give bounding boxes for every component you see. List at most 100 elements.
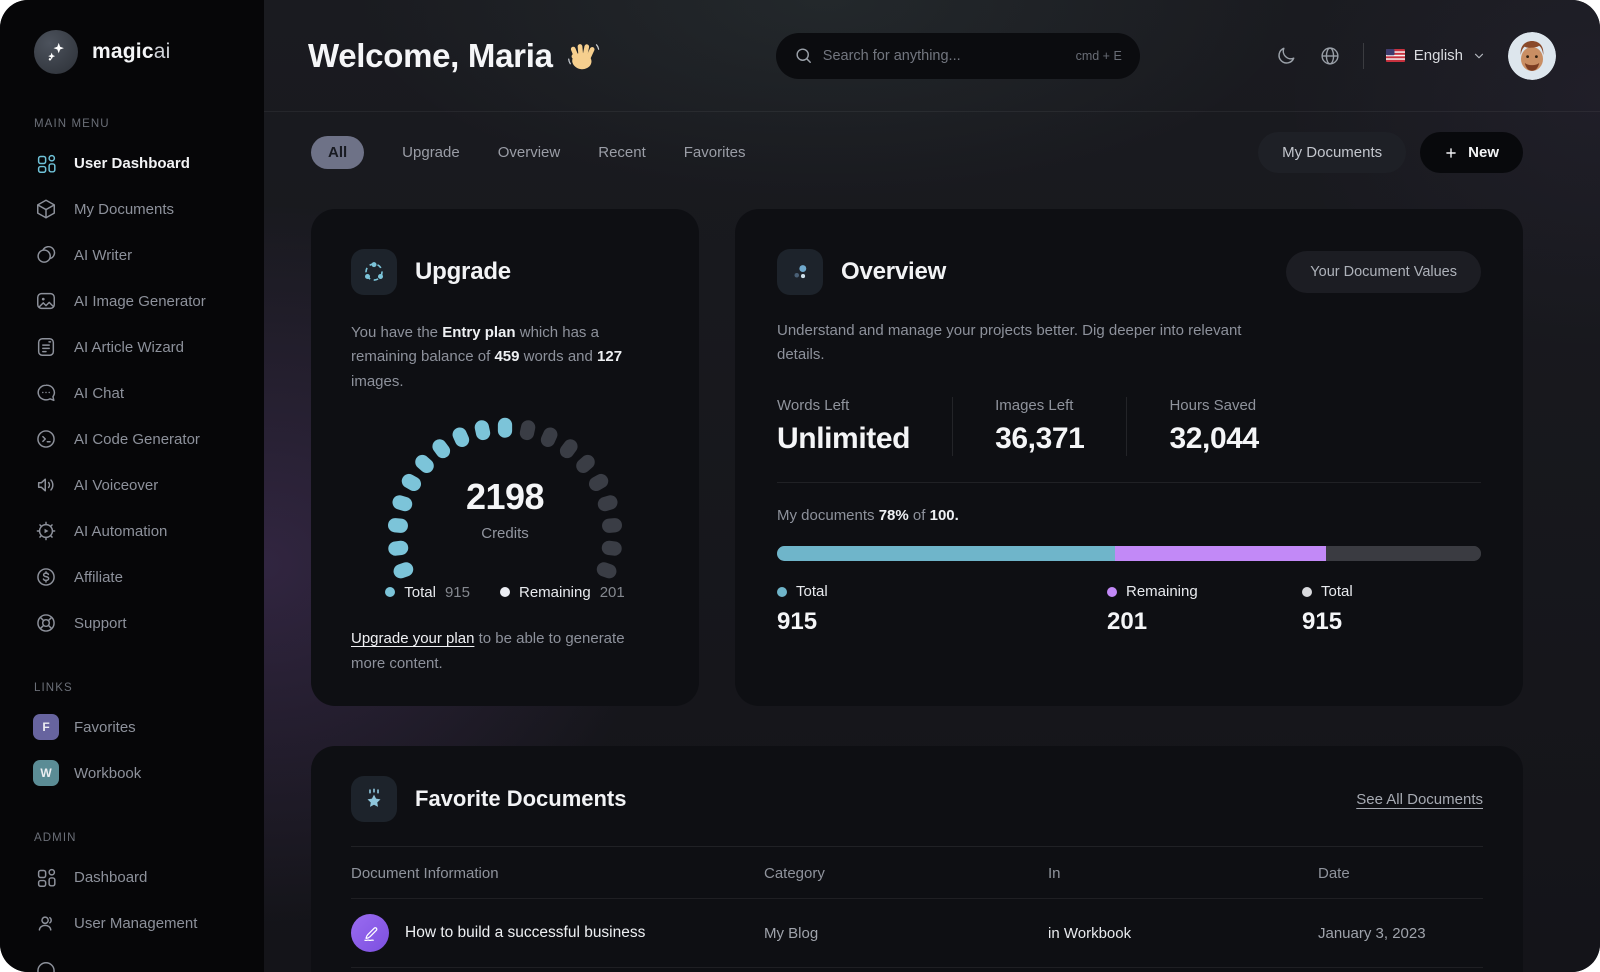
sidebar-item-ai-article-wizard[interactable]: AI Article Wizard (34, 324, 230, 370)
document-date: January 3, 2023 (1318, 924, 1426, 942)
sidebar-item-user-dashboard[interactable]: User Dashboard (34, 140, 230, 186)
credits-unit: Credits (481, 524, 529, 542)
header-divider (1362, 42, 1364, 69)
gear-play-icon (34, 519, 58, 543)
stat-words-left: Words Left Unlimited (777, 397, 911, 455)
us-flag-icon (1385, 49, 1405, 62)
dashboard-grid-icon (34, 865, 58, 889)
page-title: Welcome, Maria (308, 37, 601, 75)
sidebar-item-my-documents[interactable]: My Documents (34, 186, 230, 232)
dots-cluster-icon (777, 249, 823, 295)
global-search: cmd + E (775, 32, 1140, 79)
magic-star-icon (351, 776, 397, 823)
header-actions: My Documents New (1258, 132, 1523, 173)
sidebar-item-favorites[interactable]: F Favorites (33, 704, 230, 750)
search-shortcut: cmd + E (1075, 48, 1122, 63)
dashboard-content: All Upgrade Overview Recent Favorites My… (264, 112, 1600, 972)
my-documents-button[interactable]: My Documents (1258, 132, 1407, 173)
sidebar-item-ai-code-generator[interactable]: AI Code Generator (34, 416, 230, 462)
document-location: in Workbook (1048, 924, 1132, 942)
upgrade-plan-link[interactable]: Upgrade your plan (351, 629, 475, 647)
credits-value: 2198 (465, 475, 545, 517)
filter-tabs: All Upgrade Overview Recent Favorites (311, 136, 745, 169)
terminal-circle-icon (34, 427, 58, 451)
language-selector[interactable]: English (1385, 47, 1486, 64)
favorites-divider (351, 846, 1483, 848)
legend-dot-teal (777, 586, 787, 597)
sidebar-item-affiliate[interactable]: Affiliate (34, 554, 230, 600)
legend-dot-gray (1302, 586, 1312, 597)
new-button[interactable]: New (1420, 132, 1523, 173)
document-info-cell: How to build a successful business (351, 914, 764, 953)
partial-icon (34, 957, 58, 972)
header-icons: English (1275, 42, 1486, 69)
lifebuoy-icon (34, 611, 58, 635)
search-input[interactable] (822, 47, 1066, 64)
main-area: Welcome, Maria (264, 0, 1600, 972)
legend-dot-white (499, 587, 510, 598)
section-label-admin: ADMIN (34, 832, 77, 844)
dashboard-grid-icon (34, 151, 58, 175)
sidebar-item-partial[interactable] (34, 946, 230, 972)
article-document-icon (34, 335, 58, 359)
legend-total: Total 915 (385, 584, 470, 601)
sidebar-item-user-management[interactable]: User Management (34, 900, 230, 946)
users-icon (34, 911, 58, 935)
legend-dot-teal (385, 587, 396, 598)
brand-logo[interactable]: magicai (34, 30, 230, 74)
overview-stats: Words Left Unlimited Images Left 36,371 … (777, 397, 1481, 456)
progress-legend-total-2: Total 915 (1302, 583, 1353, 635)
legend-remaining: Remaining 201 (499, 584, 625, 601)
image-icon (34, 289, 58, 313)
filter-tabs-row: All Upgrade Overview Recent Favorites My… (311, 132, 1523, 173)
tab-upgrade[interactable]: Upgrade (402, 144, 460, 161)
cube-icon (34, 197, 58, 221)
see-all-documents-link[interactable]: See All Documents (1356, 790, 1483, 808)
upgrade-footer: Upgrade your plan to be able to generate… (351, 629, 625, 672)
chevron-down-icon (1474, 53, 1484, 58)
documents-percent-line: My documents 78% of 100. (777, 507, 959, 524)
favorites-title: Favorite Documents (415, 786, 627, 812)
sidebar-item-admin-dashboard[interactable]: Dashboard (34, 854, 230, 900)
tab-recent[interactable]: Recent (598, 144, 646, 161)
sidebar-item-support[interactable]: Support (34, 600, 230, 646)
overview-card-title: Overview (841, 258, 947, 285)
favorite-documents-section: Favorite Documents See All Documents Doc… (311, 746, 1523, 972)
stat-images-left: Images Left 36,371 (952, 397, 1126, 456)
sidebar-item-ai-image-generator[interactable]: AI Image Generator (34, 278, 230, 324)
overview-divider (777, 482, 1481, 483)
user-avatar[interactable] (1508, 31, 1556, 80)
tab-all[interactable]: All (311, 136, 365, 169)
sidebar-item-ai-voiceover[interactable]: AI Voiceover (34, 462, 230, 508)
globe-language-icon[interactable] (1319, 45, 1341, 67)
overview-card: Overview Your Document Values Understand… (735, 209, 1523, 707)
sidebar: magicai MAIN MENU User Dashboard My Docu… (0, 0, 264, 972)
section-label-main-menu: MAIN MENU (34, 118, 110, 130)
overview-description: Understand and manage your projects bett… (777, 322, 1242, 363)
document-values-button[interactable]: Your Document Values (1286, 251, 1481, 293)
speaker-icon (34, 473, 58, 497)
favorites-header: Favorite Documents See All Documents (351, 776, 1483, 823)
plus-icon (1446, 147, 1456, 158)
credits-gauge: 2198 Credits (362, 404, 648, 580)
document-row[interactable]: How to build a successful business My Bl… (351, 899, 1483, 969)
overview-card-header: Overview Your Document Values (777, 249, 1481, 295)
sparkles-logo-icon (34, 30, 78, 74)
share-nodes-icon (351, 249, 397, 295)
dollar-circle-icon (34, 565, 58, 589)
upgrade-card: Upgrade You have the Entry plan which ha… (311, 209, 699, 707)
progress-legend-remaining: Remaining 201 (1107, 583, 1198, 635)
tab-overview[interactable]: Overview (497, 144, 561, 161)
upgrade-card-header: Upgrade (351, 249, 659, 295)
section-label-links: LINKS (34, 682, 73, 694)
credits-gauge-center: 2198 Credits (362, 476, 648, 542)
dark-mode-moon-icon[interactable] (1275, 45, 1297, 67)
pen-document-icon (351, 914, 389, 953)
sidebar-item-ai-chat[interactable]: AI Chat (34, 370, 230, 416)
sidebar-item-workbook[interactable]: W Workbook (33, 750, 230, 796)
documents-progress-bar (777, 546, 1481, 561)
tab-favorites[interactable]: Favorites (683, 144, 746, 161)
sidebar-item-ai-writer[interactable]: AI Writer (34, 232, 230, 278)
sidebar-item-ai-automation[interactable]: AI Automation (34, 508, 230, 554)
upgrade-card-title: Upgrade (415, 258, 511, 285)
